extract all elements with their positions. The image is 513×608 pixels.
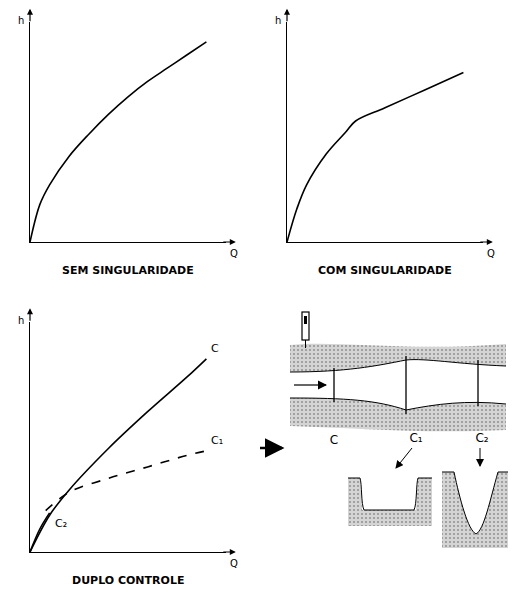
svg-text:C₂: C₂ [475,431,488,445]
svg-text:C₁: C₁ [409,431,422,445]
svg-text:DUPLO CONTROLE: DUPLO CONTROLE [72,574,184,587]
svg-text:SEM SINGULARIDADE: SEM SINGULARIDADE [62,264,194,277]
svg-text:Q: Q [487,248,495,259]
svg-text:C: C [211,342,219,355]
svg-text:C₂: C₂ [55,517,67,530]
svg-text:C₁: C₁ [211,434,223,447]
svg-text:Q: Q [230,558,238,569]
svg-text:Q: Q [230,248,238,259]
svg-text:h: h [275,15,281,26]
svg-text:h: h [18,15,24,26]
svg-text:COM SINGULARIDADE: COM SINGULARIDADE [318,264,452,277]
svg-text:h: h [18,315,24,326]
svg-text:C: C [330,433,338,447]
